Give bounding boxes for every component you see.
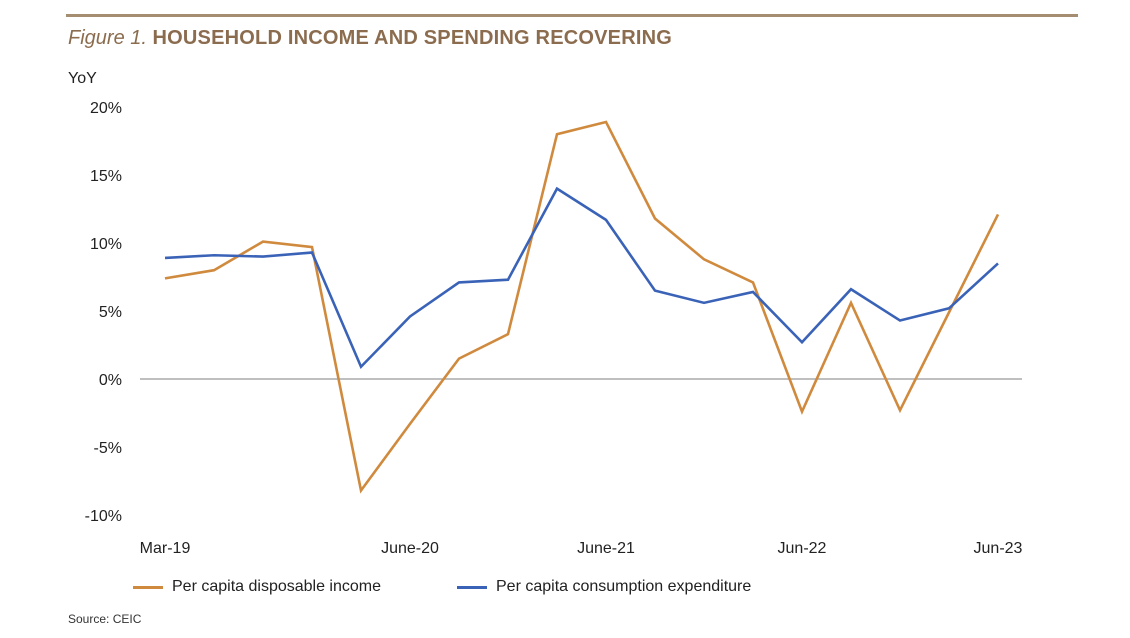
- series-group: [164, 120, 1000, 494]
- legend-label-income: Per capita disposable income: [172, 578, 382, 595]
- legend-item-income: Per capita disposable income: [133, 578, 381, 596]
- y-axis-unit-label: YoY: [68, 70, 97, 87]
- y-tick-label: 0%: [99, 372, 122, 389]
- x-tick-label: June-21: [577, 540, 635, 557]
- legend-label-expenditure: Per capita consumption expenditure: [496, 578, 752, 595]
- legend-item-expenditure: Per capita consumption expenditure: [457, 578, 751, 596]
- source-note: Source: CEIC: [68, 612, 142, 626]
- x-axis-ticks: Mar-19 June-20 June-21 Jun-22 Jun-23: [140, 540, 1023, 557]
- y-tick-label: -10%: [85, 508, 122, 525]
- x-tick-label: Jun-23: [974, 540, 1023, 557]
- y-tick-label: 15%: [90, 168, 122, 185]
- x-tick-label: Mar-19: [140, 540, 191, 557]
- figure-label: Figure 1.: [68, 27, 147, 49]
- x-tick-label: Jun-22: [778, 540, 827, 557]
- figure-title-text: HOUSEHOLD INCOME AND SPENDING RECOVERING: [152, 27, 673, 49]
- y-tick-label: 5%: [99, 304, 122, 321]
- top-rule: [66, 14, 1078, 17]
- y-tick-label: -5%: [94, 440, 122, 457]
- y-axis-ticks: 20% 15% 10% 5% 0% -5% -10%: [85, 100, 122, 525]
- y-tick-label: 20%: [90, 100, 122, 117]
- x-tick-label: June-20: [381, 540, 439, 557]
- series-line-income: [164, 120, 1000, 494]
- y-tick-label: 10%: [90, 236, 122, 253]
- legend-swatch-income: [133, 585, 163, 589]
- figure-title: Figure 1. HOUSEHOLD INCOME AND SPENDING …: [68, 27, 672, 50]
- series-line-expenditure: [164, 186, 999, 370]
- legend-swatch-expenditure: [457, 585, 487, 589]
